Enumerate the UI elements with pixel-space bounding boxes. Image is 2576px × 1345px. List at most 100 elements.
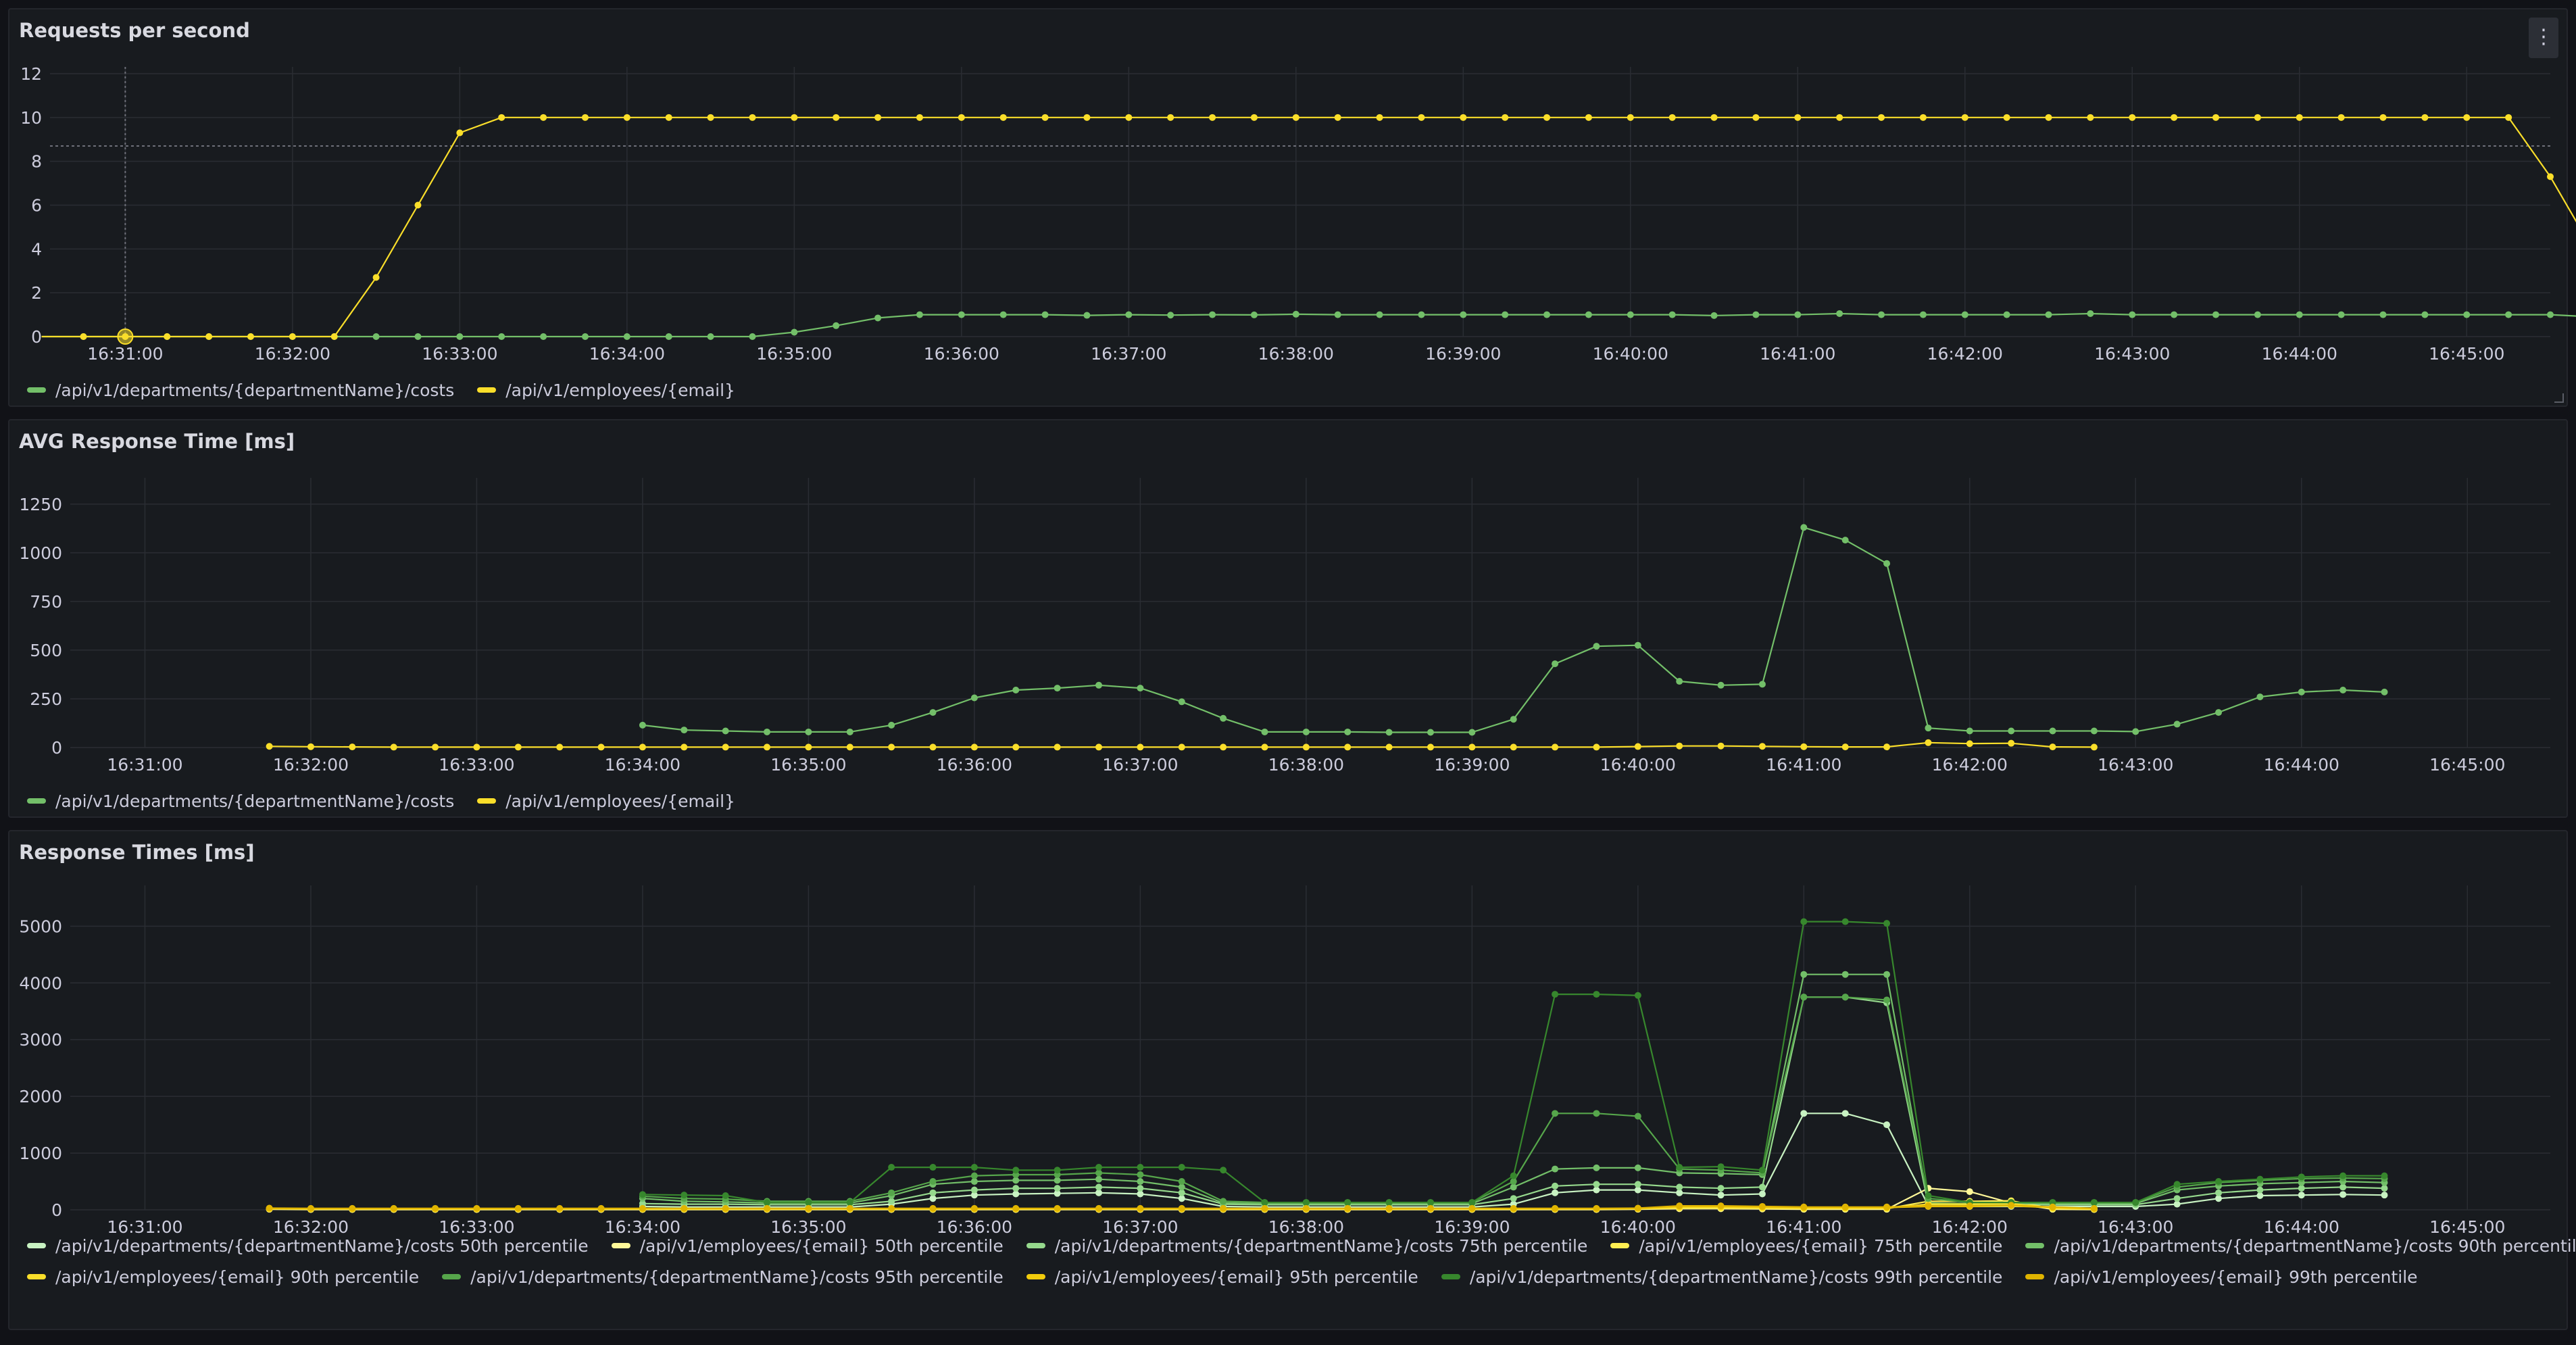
data-point[interactable] [266,1204,273,1212]
data-point[interactable] [1552,1165,1559,1173]
data-point[interactable] [2547,311,2554,318]
data-point[interactable] [1676,742,1683,750]
data-point[interactable] [916,114,923,121]
data-point[interactable] [1593,1110,1600,1117]
data-point[interactable] [1634,1186,1641,1194]
data-point[interactable] [1502,114,1509,121]
data-point[interactable] [1668,311,1676,318]
data-point[interactable] [639,721,646,729]
data-point[interactable] [1841,537,1849,544]
data-point[interactable] [805,1204,812,1212]
data-point[interactable] [1209,114,1216,121]
data-point[interactable] [1800,918,1808,925]
data-point[interactable] [2339,1172,2347,1179]
data-point[interactable] [597,1204,605,1212]
data-point[interactable] [2381,1172,2388,1179]
data-point[interactable] [805,728,812,735]
data-point[interactable] [1543,311,1551,318]
data-point[interactable] [2008,739,2015,747]
legend-item[interactable]: /api/v1/departments/{departmentName}/cos… [1026,1236,1587,1256]
data-point[interactable] [2298,1192,2305,1199]
data-point[interactable] [1292,114,1299,121]
data-point[interactable] [1095,1189,1103,1196]
data-point[interactable] [1758,1167,1766,1174]
data-point[interactable] [1841,1203,1849,1210]
data-point[interactable] [1385,1204,1393,1212]
data-point[interactable] [2505,311,2512,318]
data-point[interactable] [1717,1202,1725,1210]
data-point[interactable] [1593,1164,1600,1171]
data-point[interactable] [2215,709,2223,716]
data-point[interactable] [2298,1173,2305,1181]
data-point[interactable] [1627,311,1634,318]
data-point[interactable] [1418,311,1425,318]
data-point[interactable] [970,1172,978,1179]
data-point[interactable] [432,743,439,751]
data-point[interactable] [1220,714,1227,722]
data-point[interactable] [639,1191,646,1198]
data-point[interactable] [1800,1110,1808,1117]
data-point[interactable] [1552,1204,1559,1212]
data-point[interactable] [1261,743,1268,751]
data-point[interactable] [916,311,923,318]
data-point[interactable] [2045,114,2052,121]
data-point[interactable] [1427,729,1434,736]
data-point[interactable] [970,743,978,751]
data-point[interactable] [2463,311,2471,318]
data-point[interactable] [1137,685,1144,692]
data-point[interactable] [1794,311,1802,318]
series-line[interactable] [642,996,2385,1204]
data-point[interactable] [805,1199,812,1206]
data-point[interactable] [1919,311,1927,318]
series-line[interactable] [41,116,2576,338]
legend-item[interactable]: /api/v1/employees/{email} 75th percentil… [1610,1236,2002,1256]
data-point[interactable] [1292,310,1299,318]
data-point[interactable] [473,743,480,751]
data-point[interactable] [1054,1204,1061,1212]
legend-item[interactable]: /api/v1/employees/{email} [477,381,735,400]
data-point[interactable] [1178,1204,1185,1212]
data-point[interactable] [1460,311,1467,318]
data-point[interactable] [1510,1183,1517,1191]
data-point[interactable] [846,1204,853,1212]
data-point[interactable] [970,694,978,702]
data-point[interactable] [2003,114,2010,121]
data-point[interactable] [1209,311,1216,318]
data-point[interactable] [1178,698,1185,706]
data-point[interactable] [1883,1203,1891,1210]
data-point[interactable] [1302,743,1310,751]
data-point[interactable] [1800,524,1808,531]
data-point[interactable] [1083,312,1091,319]
data-point[interactable] [289,333,296,340]
data-point[interactable] [722,1204,729,1212]
legend-item[interactable]: /api/v1/departments/{departmentName}/cos… [27,791,454,811]
data-point[interactable] [2171,311,2178,318]
data-point[interactable] [1634,1164,1641,1171]
data-point[interactable] [2173,1200,2181,1208]
data-point[interactable] [1593,743,1600,751]
data-point[interactable] [1510,1172,1517,1179]
data-point[interactable] [1261,1204,1268,1212]
data-point[interactable] [2171,114,2178,121]
data-point[interactable] [1883,560,1891,567]
data-point[interactable] [1717,1192,1725,1199]
data-point[interactable] [1552,1182,1559,1190]
data-point[interactable] [390,743,397,751]
data-point[interactable] [349,1204,356,1212]
data-point[interactable] [1758,681,1766,688]
data-point[interactable] [1966,1202,1973,1210]
data-point[interactable] [1012,686,1020,693]
data-point[interactable] [1376,114,1383,121]
data-point[interactable] [970,1178,978,1185]
data-point[interactable] [1676,1164,1683,1171]
data-point[interactable] [1627,114,1634,121]
data-point[interactable] [1468,743,1476,751]
data-point[interactable] [1095,1164,1103,1171]
data-point[interactable] [2256,1192,2264,1200]
data-point[interactable] [2129,114,2136,121]
data-point[interactable] [456,129,464,137]
data-point[interactable] [1418,114,1425,121]
data-point[interactable] [1878,311,1885,318]
data-point[interactable] [749,333,756,340]
data-point[interactable] [1054,1177,1061,1184]
